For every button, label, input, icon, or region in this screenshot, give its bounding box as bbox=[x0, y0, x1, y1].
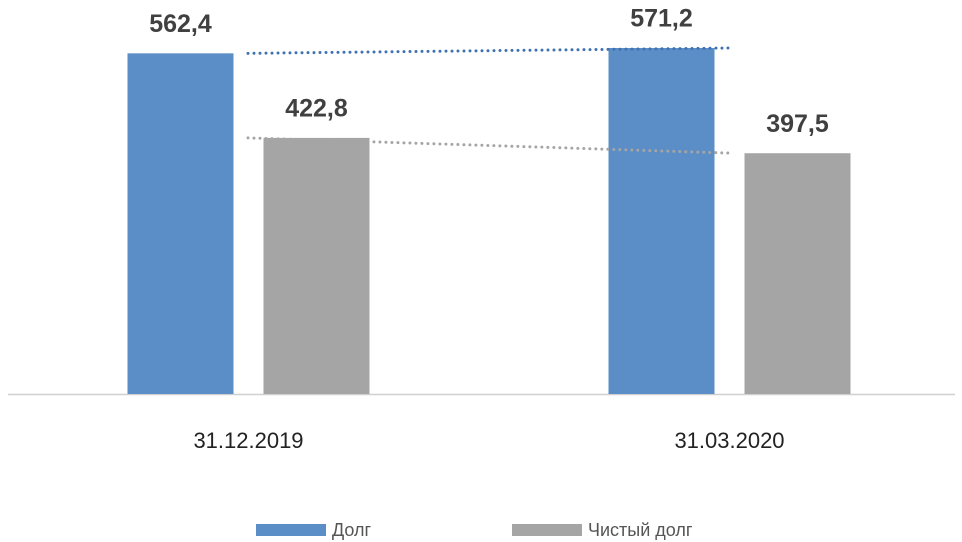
bar bbox=[744, 153, 851, 394]
bar bbox=[263, 137, 370, 394]
bar bbox=[608, 48, 715, 394]
legend-swatch bbox=[512, 524, 582, 536]
x-tick-label: 31.12.2019 bbox=[193, 428, 303, 453]
data-label: 397,5 bbox=[766, 110, 829, 138]
data-label: 422,8 bbox=[285, 95, 348, 123]
bar bbox=[127, 53, 234, 394]
data-label: 562,4 bbox=[149, 10, 212, 38]
x-tick-label: 31.03.2020 bbox=[674, 428, 784, 453]
legend-label: Чистый долг bbox=[588, 520, 693, 540]
data-label: 571,2 bbox=[630, 5, 693, 33]
legend-label: Долг bbox=[332, 520, 372, 540]
legend-swatch bbox=[256, 524, 326, 536]
